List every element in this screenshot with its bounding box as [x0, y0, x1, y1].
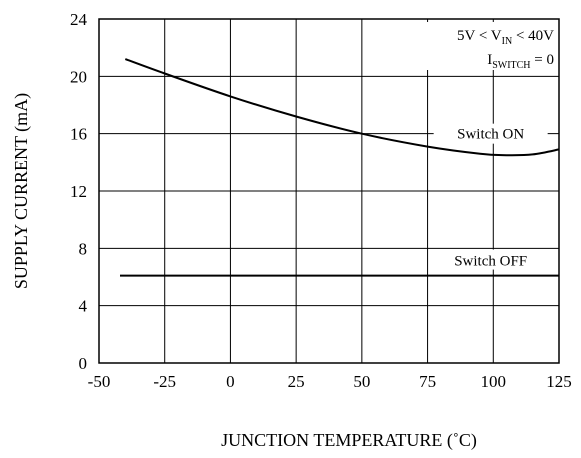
switch-off-label-bg [440, 249, 541, 270]
y-tick-label: 12 [70, 182, 87, 201]
plot-frame [98, 18, 560, 364]
y-tick-label: 8 [79, 239, 88, 258]
y-tick-label: 4 [79, 297, 88, 316]
x-tick-label: -25 [153, 372, 176, 391]
x-axis-label: JUNCTION TEMPERATURE (˚C) [221, 430, 477, 451]
y-tick-labels: 0 4 8 12 16 20 24 [70, 10, 88, 373]
x-tick-label: 100 [481, 372, 507, 391]
series-label-switch-off: Switch OFF [454, 254, 527, 270]
y-tick-label: 0 [79, 354, 88, 373]
series-line-switch-on [124, 58, 560, 157]
x-tick-label: -50 [88, 372, 111, 391]
x-tick-labels: -50 -25 0 25 50 75 100 125 [88, 372, 572, 391]
condition-note: 5V < VIN < 40V ISWITCH = 0 [426, 22, 556, 71]
switch-on-label-bg [433, 123, 548, 144]
series-group: Switch ON Switch OFF [120, 58, 560, 277]
y-tick-label: 20 [70, 67, 87, 86]
grid-lines [98, 18, 560, 364]
condition-line-1: 5V < VIN < 40V [457, 28, 554, 47]
x-tick-label: 0 [226, 372, 235, 391]
series-label-switch-on: Switch ON [457, 127, 524, 143]
y-tick-label: 24 [70, 10, 88, 29]
y-tick-label: 16 [70, 125, 87, 144]
x-tick-label: 50 [353, 372, 370, 391]
y-axis-label: SUPPLY CURRENT (mA) [11, 93, 32, 289]
x-tick-label: 25 [288, 372, 305, 391]
condition-line-2: ISWITCH = 0 [487, 52, 554, 71]
condition-note-bg [426, 22, 556, 70]
x-tick-label: 125 [546, 372, 572, 391]
x-tick-label: 75 [419, 372, 436, 391]
